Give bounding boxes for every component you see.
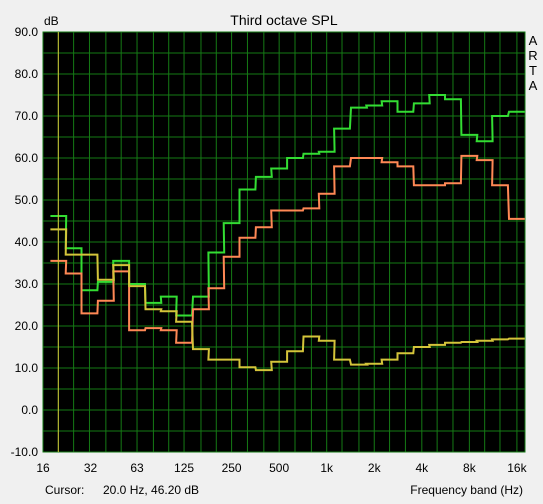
chart-title: Third octave SPL: [230, 12, 338, 28]
grid-lines: [42, 31, 526, 453]
y-tick-label: 70.0: [15, 109, 39, 123]
y-tick-labels: 90.0 80.0 70.0 60.0 50.0 40.0 30.0 20.0 10.0 0.0 -…: [11, 25, 39, 459]
y-tick-label: 30.0: [15, 277, 39, 291]
x-tick-label: 32: [84, 461, 98, 475]
x-tick-label: 16k: [507, 461, 527, 475]
y-tick-label: 60.0: [15, 151, 39, 165]
y-tick-label: 10.0: [15, 361, 39, 375]
y-axis-label: dB: [44, 14, 59, 28]
series-line-3: [50, 228, 525, 372]
plot-border: [42, 31, 526, 453]
x-tick-label: 1k: [320, 461, 334, 475]
x-tick-label: 4k: [415, 461, 429, 475]
x-tick-labels: 16 32 63 125 250 500 1k 2k 4k 8k 16k: [36, 461, 527, 475]
cursor-readout: 20.0 Hz, 46.20 dB: [103, 483, 199, 497]
x-tick-label: 250: [222, 461, 242, 475]
y-tick-label: 90.0: [15, 25, 39, 39]
y-tick-label: 20.0: [15, 319, 39, 333]
x-tick-label: 125: [174, 461, 194, 475]
x-tick-label: 500: [269, 461, 289, 475]
x-tick-label: 16: [36, 461, 50, 475]
x-axis-label: Frequency band (Hz): [410, 483, 523, 497]
x-tick-label: 8k: [463, 461, 477, 475]
cursor-label: Cursor:: [45, 483, 84, 497]
arta-letter: A: [529, 33, 538, 48]
y-tick-label: 40.0: [15, 235, 39, 249]
series-group: [50, 94, 525, 372]
x-tick-label: 2k: [368, 461, 382, 475]
arta-letter: A: [529, 78, 538, 93]
y-tick-label: 50.0: [15, 193, 39, 207]
y-tick-label: 80.0: [15, 67, 39, 81]
arta-letter: R: [528, 48, 537, 63]
x-tick-label: 63: [130, 461, 144, 475]
y-tick-label: 0.0: [21, 403, 38, 417]
series-line-2: [50, 154, 525, 344]
y-tick-label: -10.0: [11, 445, 39, 459]
arta-letter: T: [529, 63, 537, 78]
